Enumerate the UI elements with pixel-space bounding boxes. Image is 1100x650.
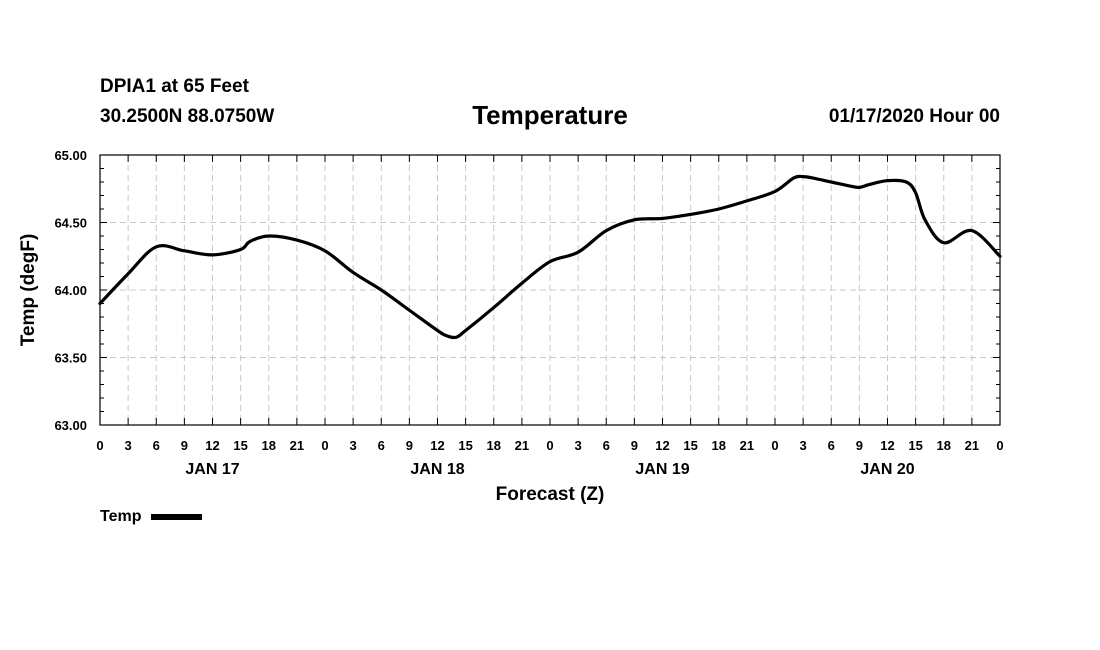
x-tick-label: 6 [378,438,385,453]
x-day-label: JAN 20 [860,461,914,478]
x-day-label: JAN 18 [410,461,464,478]
x-tick-label: 0 [546,438,553,453]
y-tick-label: 65.00 [54,148,87,163]
x-tick-label: 6 [828,438,835,453]
x-tick-label: 18 [262,438,276,453]
station-label: DPIA1 at 65 Feet [100,76,249,97]
x-tick-label: 9 [856,438,863,453]
issued-time-label: 01/17/2020 Hour 00 [828,106,1000,127]
x-day-label: JAN 17 [185,461,239,478]
x-tick-label: 0 [96,438,103,453]
y-tick-label: 63.50 [54,351,87,366]
x-axis-title: Forecast (Z) [496,484,605,505]
x-tick-label: 15 [458,438,472,453]
x-tick-label: 21 [965,438,979,453]
x-tick-label: 12 [880,438,894,453]
x-tick-label: 21 [740,438,754,453]
x-tick-label: 12 [205,438,219,453]
chart-title: Temperature [472,100,628,130]
x-tick-label: 12 [655,438,669,453]
x-tick-label: 21 [515,438,529,453]
y-tick-label: 64.50 [54,216,87,231]
x-tick-label: 3 [350,438,357,453]
x-tick-label: 21 [290,438,304,453]
x-tick-label: 18 [937,438,951,453]
x-tick-label: 6 [603,438,610,453]
coordinates-label: 30.2500N 88.0750W [100,106,275,127]
x-tick-label: 3 [575,438,582,453]
x-tick-label: 0 [771,438,778,453]
y-tick-label: 63.00 [54,418,87,433]
x-tick-label: 9 [631,438,638,453]
series-line-temp [98,174,1002,340]
x-tick-label: 15 [683,438,697,453]
x-tick-label: 9 [406,438,413,453]
x-tick-label: 18 [712,438,726,453]
legend-label: Temp [100,508,142,525]
legend-swatch [151,514,203,520]
legend: Temp [100,508,203,526]
x-day-label: JAN 19 [635,461,689,478]
x-tick-label: 3 [800,438,807,453]
x-tick-label: 18 [487,438,501,453]
x-tick-label: 15 [233,438,247,453]
x-tick-label: 15 [908,438,922,453]
y-tick-label: 64.00 [54,283,87,298]
x-tick-label: 12 [430,438,444,453]
x-tick-label: 9 [181,438,188,453]
x-tick-label: 6 [153,438,160,453]
y-axis-title: Temp (degF) [18,234,39,347]
x-tick-label: 3 [125,438,132,453]
x-tick-label: 0 [996,438,1003,453]
x-tick-label: 0 [321,438,328,453]
